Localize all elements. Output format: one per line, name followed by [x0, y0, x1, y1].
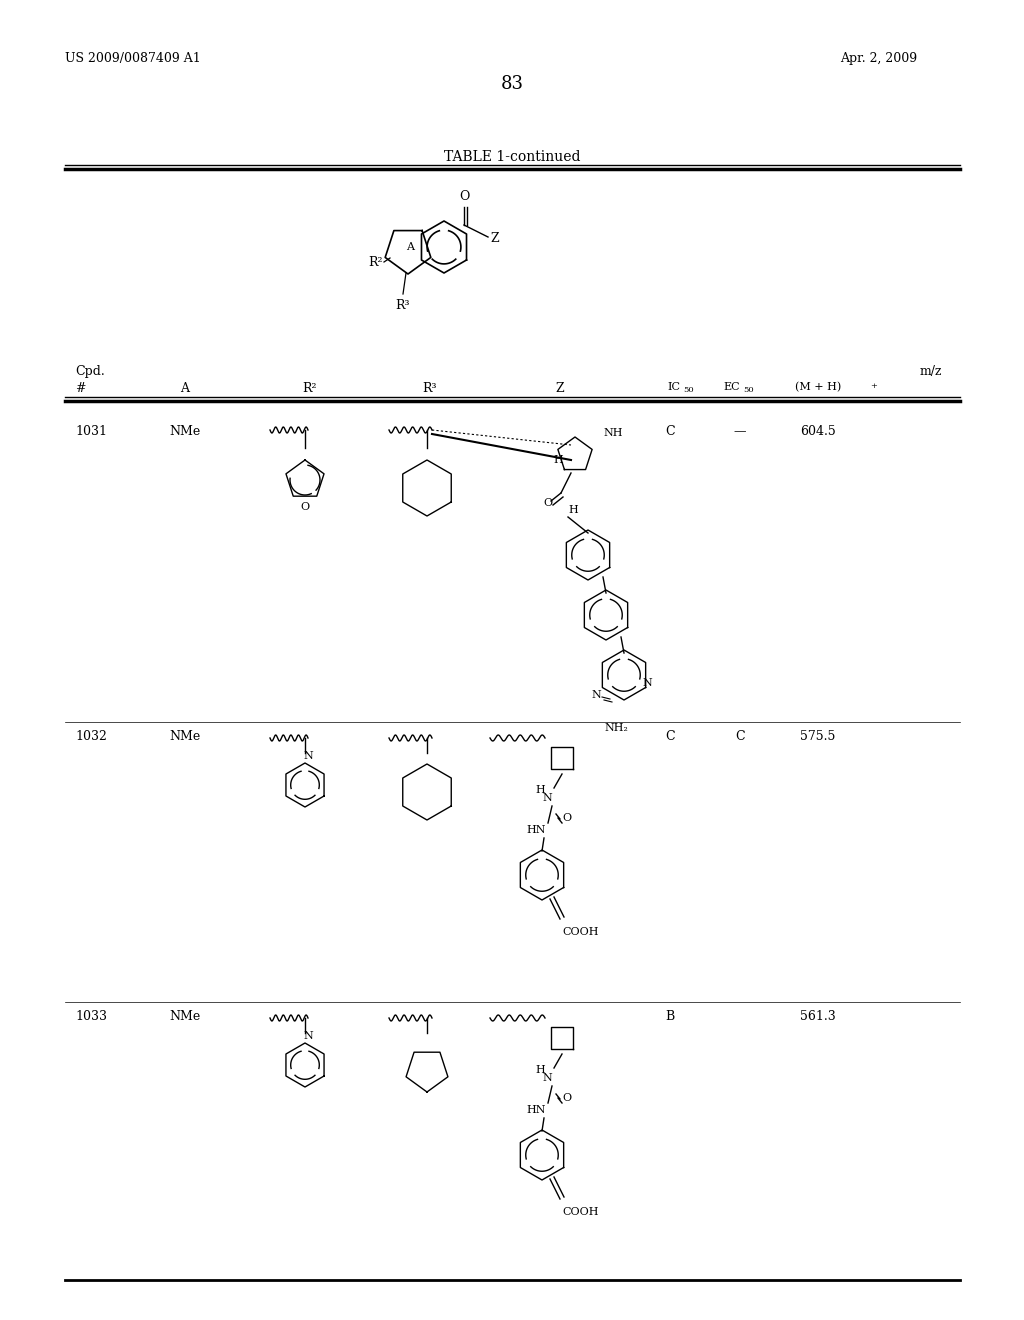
- Text: R²: R²: [303, 381, 317, 395]
- Text: O: O: [544, 498, 553, 508]
- Text: HN: HN: [526, 1105, 546, 1115]
- Text: +: +: [870, 381, 877, 389]
- Text: TABLE 1-continued: TABLE 1-continued: [443, 150, 581, 164]
- Text: US 2009/0087409 A1: US 2009/0087409 A1: [65, 51, 201, 65]
- Text: A: A: [180, 381, 189, 395]
- Text: H: H: [553, 455, 563, 465]
- Text: 50: 50: [683, 385, 693, 393]
- Text: N: N: [642, 678, 651, 688]
- Text: N: N: [542, 793, 552, 803]
- Text: C: C: [666, 730, 675, 743]
- Text: #: #: [75, 381, 85, 395]
- Text: 1031: 1031: [75, 425, 106, 438]
- Text: C: C: [666, 425, 675, 438]
- Text: 50: 50: [743, 385, 754, 393]
- Text: NH: NH: [603, 428, 623, 438]
- Text: N: N: [542, 1073, 552, 1082]
- Text: COOH: COOH: [562, 927, 598, 937]
- Text: NMe: NMe: [169, 1010, 201, 1023]
- Text: O: O: [300, 502, 309, 512]
- Text: Apr. 2, 2009: Apr. 2, 2009: [840, 51, 918, 65]
- Text: H: H: [536, 785, 545, 795]
- Text: R³: R³: [423, 381, 437, 395]
- Text: O: O: [562, 813, 571, 822]
- Text: NH₂: NH₂: [604, 723, 628, 733]
- Text: R²: R²: [369, 256, 383, 268]
- Text: Z: Z: [556, 381, 564, 395]
- Text: 1033: 1033: [75, 1010, 106, 1023]
- Text: R³: R³: [395, 300, 411, 312]
- Text: Z: Z: [490, 232, 499, 246]
- Text: 83: 83: [501, 75, 523, 92]
- Text: NMe: NMe: [169, 425, 201, 438]
- Text: HN: HN: [526, 825, 546, 836]
- Text: N: N: [303, 1031, 313, 1041]
- Text: COOH: COOH: [562, 1206, 598, 1217]
- Text: 575.5: 575.5: [800, 730, 836, 743]
- Text: C: C: [735, 730, 744, 743]
- Text: O: O: [459, 190, 469, 203]
- Text: N: N: [591, 690, 601, 700]
- Text: 1032: 1032: [75, 730, 106, 743]
- Text: 604.5: 604.5: [800, 425, 836, 438]
- Text: IC: IC: [667, 381, 680, 392]
- Text: —: —: [734, 425, 746, 438]
- Text: NMe: NMe: [169, 730, 201, 743]
- Text: (M + H): (M + H): [795, 381, 842, 392]
- Text: H: H: [536, 1065, 545, 1074]
- Text: m/z: m/z: [920, 366, 942, 378]
- Text: A: A: [406, 242, 414, 252]
- Text: O: O: [562, 1093, 571, 1104]
- Text: Cpd.: Cpd.: [75, 366, 104, 378]
- Text: N: N: [303, 751, 313, 762]
- Text: EC: EC: [723, 381, 740, 392]
- Text: H: H: [568, 506, 578, 515]
- Text: 561.3: 561.3: [800, 1010, 836, 1023]
- Text: B: B: [666, 1010, 675, 1023]
